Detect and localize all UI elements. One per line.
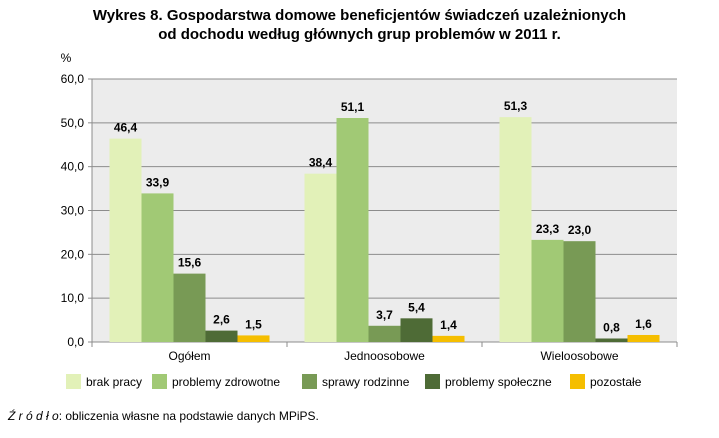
bar [627,334,660,342]
legend-label: problemy zdrowotne [172,375,280,389]
data-label: 1,6 [635,317,652,331]
bar [499,117,532,342]
bar [595,338,628,342]
data-label: 3,7 [376,308,393,322]
y-tick-label: 60,0 [61,72,85,86]
y-tick-label: 50,0 [61,116,85,130]
x-tick-label: Wieloosobowe [540,349,618,363]
legend-swatch [302,374,317,389]
data-label: 2,6 [213,313,230,327]
data-label: 1,5 [245,317,262,331]
y-tick-label: 30,0 [61,204,85,218]
y-tick-label: 0,0 [67,335,84,349]
y-axis-label: % [61,51,72,65]
data-label: 1,4 [440,318,457,332]
bar [141,193,174,342]
legend-swatch [570,374,585,389]
legend-swatch [425,374,440,389]
chart-title-line-2: od dochodu według głównych grup problemó… [158,26,561,43]
legend-swatch [152,374,167,389]
data-label: 0,8 [603,320,620,334]
source-label: Ź r ó d ł o [8,409,59,423]
chart-title-line-1: Wykres 8. Gospodarstwa domowe beneficjen… [92,7,627,24]
chart-title: Wykres 8. Gospodarstwa domowe beneficjen… [0,6,719,44]
legend-label: brak pracy [86,375,142,389]
bar [205,330,238,342]
bar [109,138,142,342]
bar [304,173,337,342]
data-label: 51,3 [504,99,528,113]
legend-label: problemy społeczne [445,375,552,389]
data-label: 23,3 [536,222,560,236]
source-note: Ź r ó d ł o: obliczenia własne na podsta… [8,409,319,423]
bar [336,118,369,343]
bar [173,273,206,342]
data-label: 33,9 [146,175,170,189]
data-label: 5,4 [408,300,425,314]
data-label: 51,1 [341,100,365,114]
data-label: 38,4 [309,156,333,170]
legend-swatch [66,374,81,389]
bar [237,335,270,342]
bar [531,239,564,342]
bar [563,241,596,342]
y-tick-label: 20,0 [61,247,85,261]
x-tick-label: Ogółem [168,349,210,363]
y-tick-label: 10,0 [61,291,85,305]
data-label: 15,6 [178,256,202,270]
data-label: 46,4 [114,121,138,135]
bar [432,335,465,342]
data-label: 23,0 [568,223,592,237]
bar [368,325,401,342]
bar [400,318,433,342]
source-text: : obliczenia własne na podstawie danych … [58,409,319,423]
x-tick-label: Jednoosobowe [344,349,425,363]
y-tick-label: 40,0 [61,160,85,174]
legend-label: sprawy rodzinne [322,375,410,389]
legend-label: pozostałe [590,375,642,389]
